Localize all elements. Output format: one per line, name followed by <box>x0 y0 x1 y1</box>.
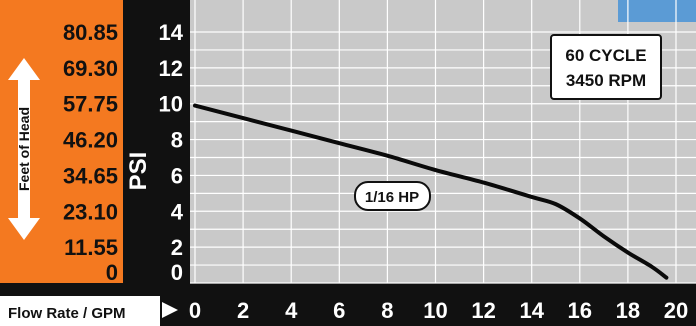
x-axis-ticks: 0 2 4 6 8 10 12 14 16 18 20 <box>189 298 688 323</box>
hp-annotation: 1/16 HP <box>354 181 431 211</box>
x-tick-label: 8 <box>381 298 393 323</box>
x-tick-label: 14 <box>519 298 544 323</box>
feet-of-head-tick-label: 11.55 <box>64 235 118 260</box>
psi-tick-label: 12 <box>159 56 183 81</box>
x-tick-label: 6 <box>333 298 345 323</box>
x-axis-label: Flow Rate / GPM <box>8 305 126 322</box>
psi-tick-label: 10 <box>159 92 183 117</box>
x-axis-label-box <box>0 296 160 326</box>
corner-accent <box>618 0 696 22</box>
feet-of-head-tick-label: 0 <box>106 260 118 285</box>
feet-of-head-arrow <box>8 58 40 240</box>
x-axis-label-arrow <box>162 302 178 318</box>
feet-of-head-tick-label: 34.65 <box>63 163 118 188</box>
x-tick-label: 4 <box>285 298 298 323</box>
psi-tick-label: 0 <box>171 260 183 285</box>
feet-of-head-tick-label: 46.20 <box>63 128 118 153</box>
psi-tick-label: 2 <box>171 235 183 260</box>
performance-curve <box>193 103 669 280</box>
x-tick-label: 18 <box>616 298 640 323</box>
x-tick-label: 10 <box>423 298 447 323</box>
x-tick-label: 2 <box>237 298 249 323</box>
psi-tick-label: 8 <box>171 128 183 153</box>
psi-tick-label: 6 <box>171 163 183 188</box>
feet-of-head-tick-label: 80.85 <box>63 20 118 45</box>
feet-of-head-ticks: 80.85 69.30 57.75 46.20 34.65 23.10 11.550 <box>63 20 118 285</box>
psi-panel <box>123 0 190 296</box>
psi-tick-label: 4 <box>171 199 184 224</box>
x-tick-label: 16 <box>568 298 592 323</box>
psi-axis-label: PSI <box>125 152 152 191</box>
speed-annotation-line1: 60 CYCLE <box>565 46 646 65</box>
psi-ticks: 14 12 10 8 6 4 20 <box>159 20 184 285</box>
feet-of-head-tick-label: 23.10 <box>63 199 118 224</box>
speed-annotation-box: 60 CYCLE 3450 RPM <box>550 34 662 100</box>
speed-annotation-line2: 3450 RPM <box>566 71 646 90</box>
x-tick-label: 0 <box>189 298 201 323</box>
hp-annotation-label: 1/16 HP <box>365 189 419 206</box>
psi-tick-label: 14 <box>159 20 184 45</box>
x-tick-label: 20 <box>664 298 688 323</box>
x-tick-label: 12 <box>471 298 495 323</box>
feet-of-head-tick-label: 69.30 <box>63 56 118 81</box>
feet-of-head-label: Feet of Head <box>16 107 32 191</box>
feet-of-head-tick-label: 57.75 <box>63 92 118 117</box>
